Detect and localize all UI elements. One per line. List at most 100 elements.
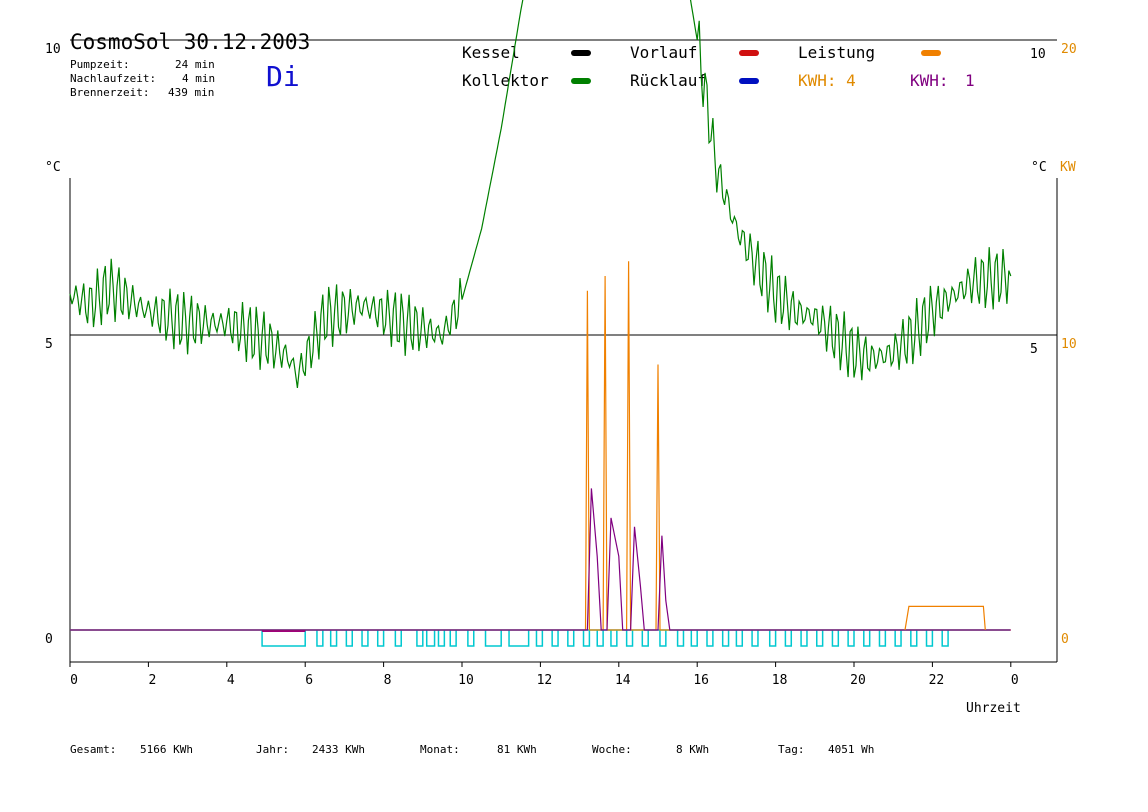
kw-tick-label: 20 xyxy=(1061,42,1077,57)
footer-monat-label: Monat: xyxy=(420,743,460,756)
kwh-purple-line xyxy=(70,488,1011,631)
pump-pulse xyxy=(261,630,306,647)
weekday-label: Di xyxy=(266,60,300,93)
pump-pulse xyxy=(484,630,502,647)
pump-pulse xyxy=(800,630,808,647)
pump-pulse xyxy=(676,630,685,647)
x-tick-label: 18 xyxy=(772,673,788,688)
pump-pulse xyxy=(910,630,918,647)
left-tick-label: 0 xyxy=(45,632,53,647)
legend-swatch-kollektor xyxy=(571,78,591,84)
x-tick-label: 0 xyxy=(1011,673,1019,688)
x-tick-label: 0 xyxy=(70,673,78,688)
x-tick-label: 6 xyxy=(305,673,313,688)
legend-kwh-purple-label: KWH: xyxy=(910,71,949,90)
leistung-evening-line xyxy=(904,605,986,631)
left-tick-label: 5 xyxy=(45,337,53,352)
x-tick-label: 10 xyxy=(458,673,474,688)
legend-kwh-purple-value: 1 xyxy=(965,71,975,90)
kw-tick-label: 0 xyxy=(1061,632,1069,647)
pump-pulse xyxy=(596,630,604,647)
pump-pulse xyxy=(878,630,887,647)
brennerzeit-value: 439 min xyxy=(168,86,215,99)
pump-pulse xyxy=(784,630,793,647)
footer-woche-label: Woche: xyxy=(592,743,632,756)
footer-monat-value: 81 KWh xyxy=(497,743,537,756)
legend-ruecklauf: Rücklauf xyxy=(630,71,708,90)
pump-pulse xyxy=(449,630,457,647)
x-tick-label: 20 xyxy=(850,673,866,688)
pump-pulse xyxy=(863,630,871,647)
footer-gesamt-label: Gesamt: xyxy=(70,743,117,756)
x-tick-label: 2 xyxy=(148,673,156,688)
legend-swatch-kessel xyxy=(571,50,591,56)
right-tick-label: 10 xyxy=(1030,47,1046,62)
left-tick-label: 10 xyxy=(45,42,61,57)
right-axis-unit: °C xyxy=(1031,160,1047,175)
footer-woche-value: 8 KWh xyxy=(676,743,710,756)
kw-tick-label: 10 xyxy=(1061,337,1077,352)
chart-title: CosmoSol 30.12.2003 xyxy=(70,30,311,54)
legend-swatch-vorlauf xyxy=(739,50,759,56)
pumpzeit-label: Pumpzeit: xyxy=(70,58,130,71)
footer-jahr-label: Jahr: xyxy=(256,743,290,756)
pump-pulse xyxy=(816,630,824,647)
legend-leistung: Leistung xyxy=(798,43,876,62)
x-tick-label: 16 xyxy=(693,673,709,688)
pump-pulse xyxy=(329,630,338,647)
pump-pulse xyxy=(582,630,591,647)
pump-pulse xyxy=(831,630,840,647)
left-axis-unit: °C xyxy=(45,160,61,175)
nachlaufzeit-value: 4 min xyxy=(182,72,216,85)
nachlaufzeit-label: Nachlaufzeit: xyxy=(70,72,157,85)
pump-pulse xyxy=(941,630,949,647)
pump-pulse xyxy=(847,630,855,647)
footer-tag-label: Tag: xyxy=(778,743,805,756)
pump-pulse xyxy=(610,630,618,647)
legend-kessel: Kessel xyxy=(462,43,520,62)
footer-jahr-value: 2433 KWh xyxy=(312,743,365,756)
x-axis-label: Uhrzeit xyxy=(966,701,1021,716)
x-tick-label: 4 xyxy=(227,673,235,688)
legend-swatch-ruecklauf xyxy=(739,78,759,84)
legend-kollektor: Kollektor xyxy=(462,71,549,90)
pump-pulse xyxy=(768,630,777,647)
legend-kwh-orange: KWH: 4 xyxy=(798,71,856,90)
pump-pulse xyxy=(567,630,575,647)
pump-pulse xyxy=(437,630,446,647)
legend-vorlauf: Vorlauf xyxy=(630,43,698,62)
footer-tag-value: 4051 Wh xyxy=(828,743,875,756)
pump-pulse xyxy=(735,630,744,647)
legend-swatch-leistung xyxy=(921,50,941,56)
pump-pulse xyxy=(376,630,385,647)
kollektor-line xyxy=(69,0,1012,388)
x-tick-label: 12 xyxy=(537,673,553,688)
pump-pulse xyxy=(416,630,424,647)
footer-gesamt-value: 5166 KWh xyxy=(140,743,193,756)
right-tick-label: 5 xyxy=(1030,342,1038,357)
pump-pulse xyxy=(425,630,436,647)
pump-pulse xyxy=(345,630,353,647)
pump-pulse xyxy=(641,630,649,647)
pump-pulse xyxy=(751,630,759,647)
pump-pulse xyxy=(925,630,934,647)
pump-pulse xyxy=(394,630,402,647)
pump-pulse xyxy=(659,630,667,647)
pump-pulse xyxy=(535,630,544,647)
brennerzeit-label: Brennerzeit: xyxy=(70,86,150,99)
pump-pulse xyxy=(508,630,530,647)
pump-pulse xyxy=(690,630,698,647)
pump-pulse xyxy=(706,630,714,647)
pump-pulse xyxy=(467,630,475,647)
x-tick-label: 8 xyxy=(384,673,392,688)
kw-axis-unit: KW xyxy=(1060,160,1076,175)
x-tick-label: 14 xyxy=(615,673,631,688)
pumpzeit-value: 24 min xyxy=(175,58,215,71)
pump-pulse xyxy=(361,630,369,647)
pump-pulse xyxy=(551,630,559,647)
pump-pulse xyxy=(894,630,902,647)
pump-pulse xyxy=(625,630,634,647)
x-tick-label: 22 xyxy=(929,673,945,688)
leistung-line xyxy=(70,261,1011,631)
